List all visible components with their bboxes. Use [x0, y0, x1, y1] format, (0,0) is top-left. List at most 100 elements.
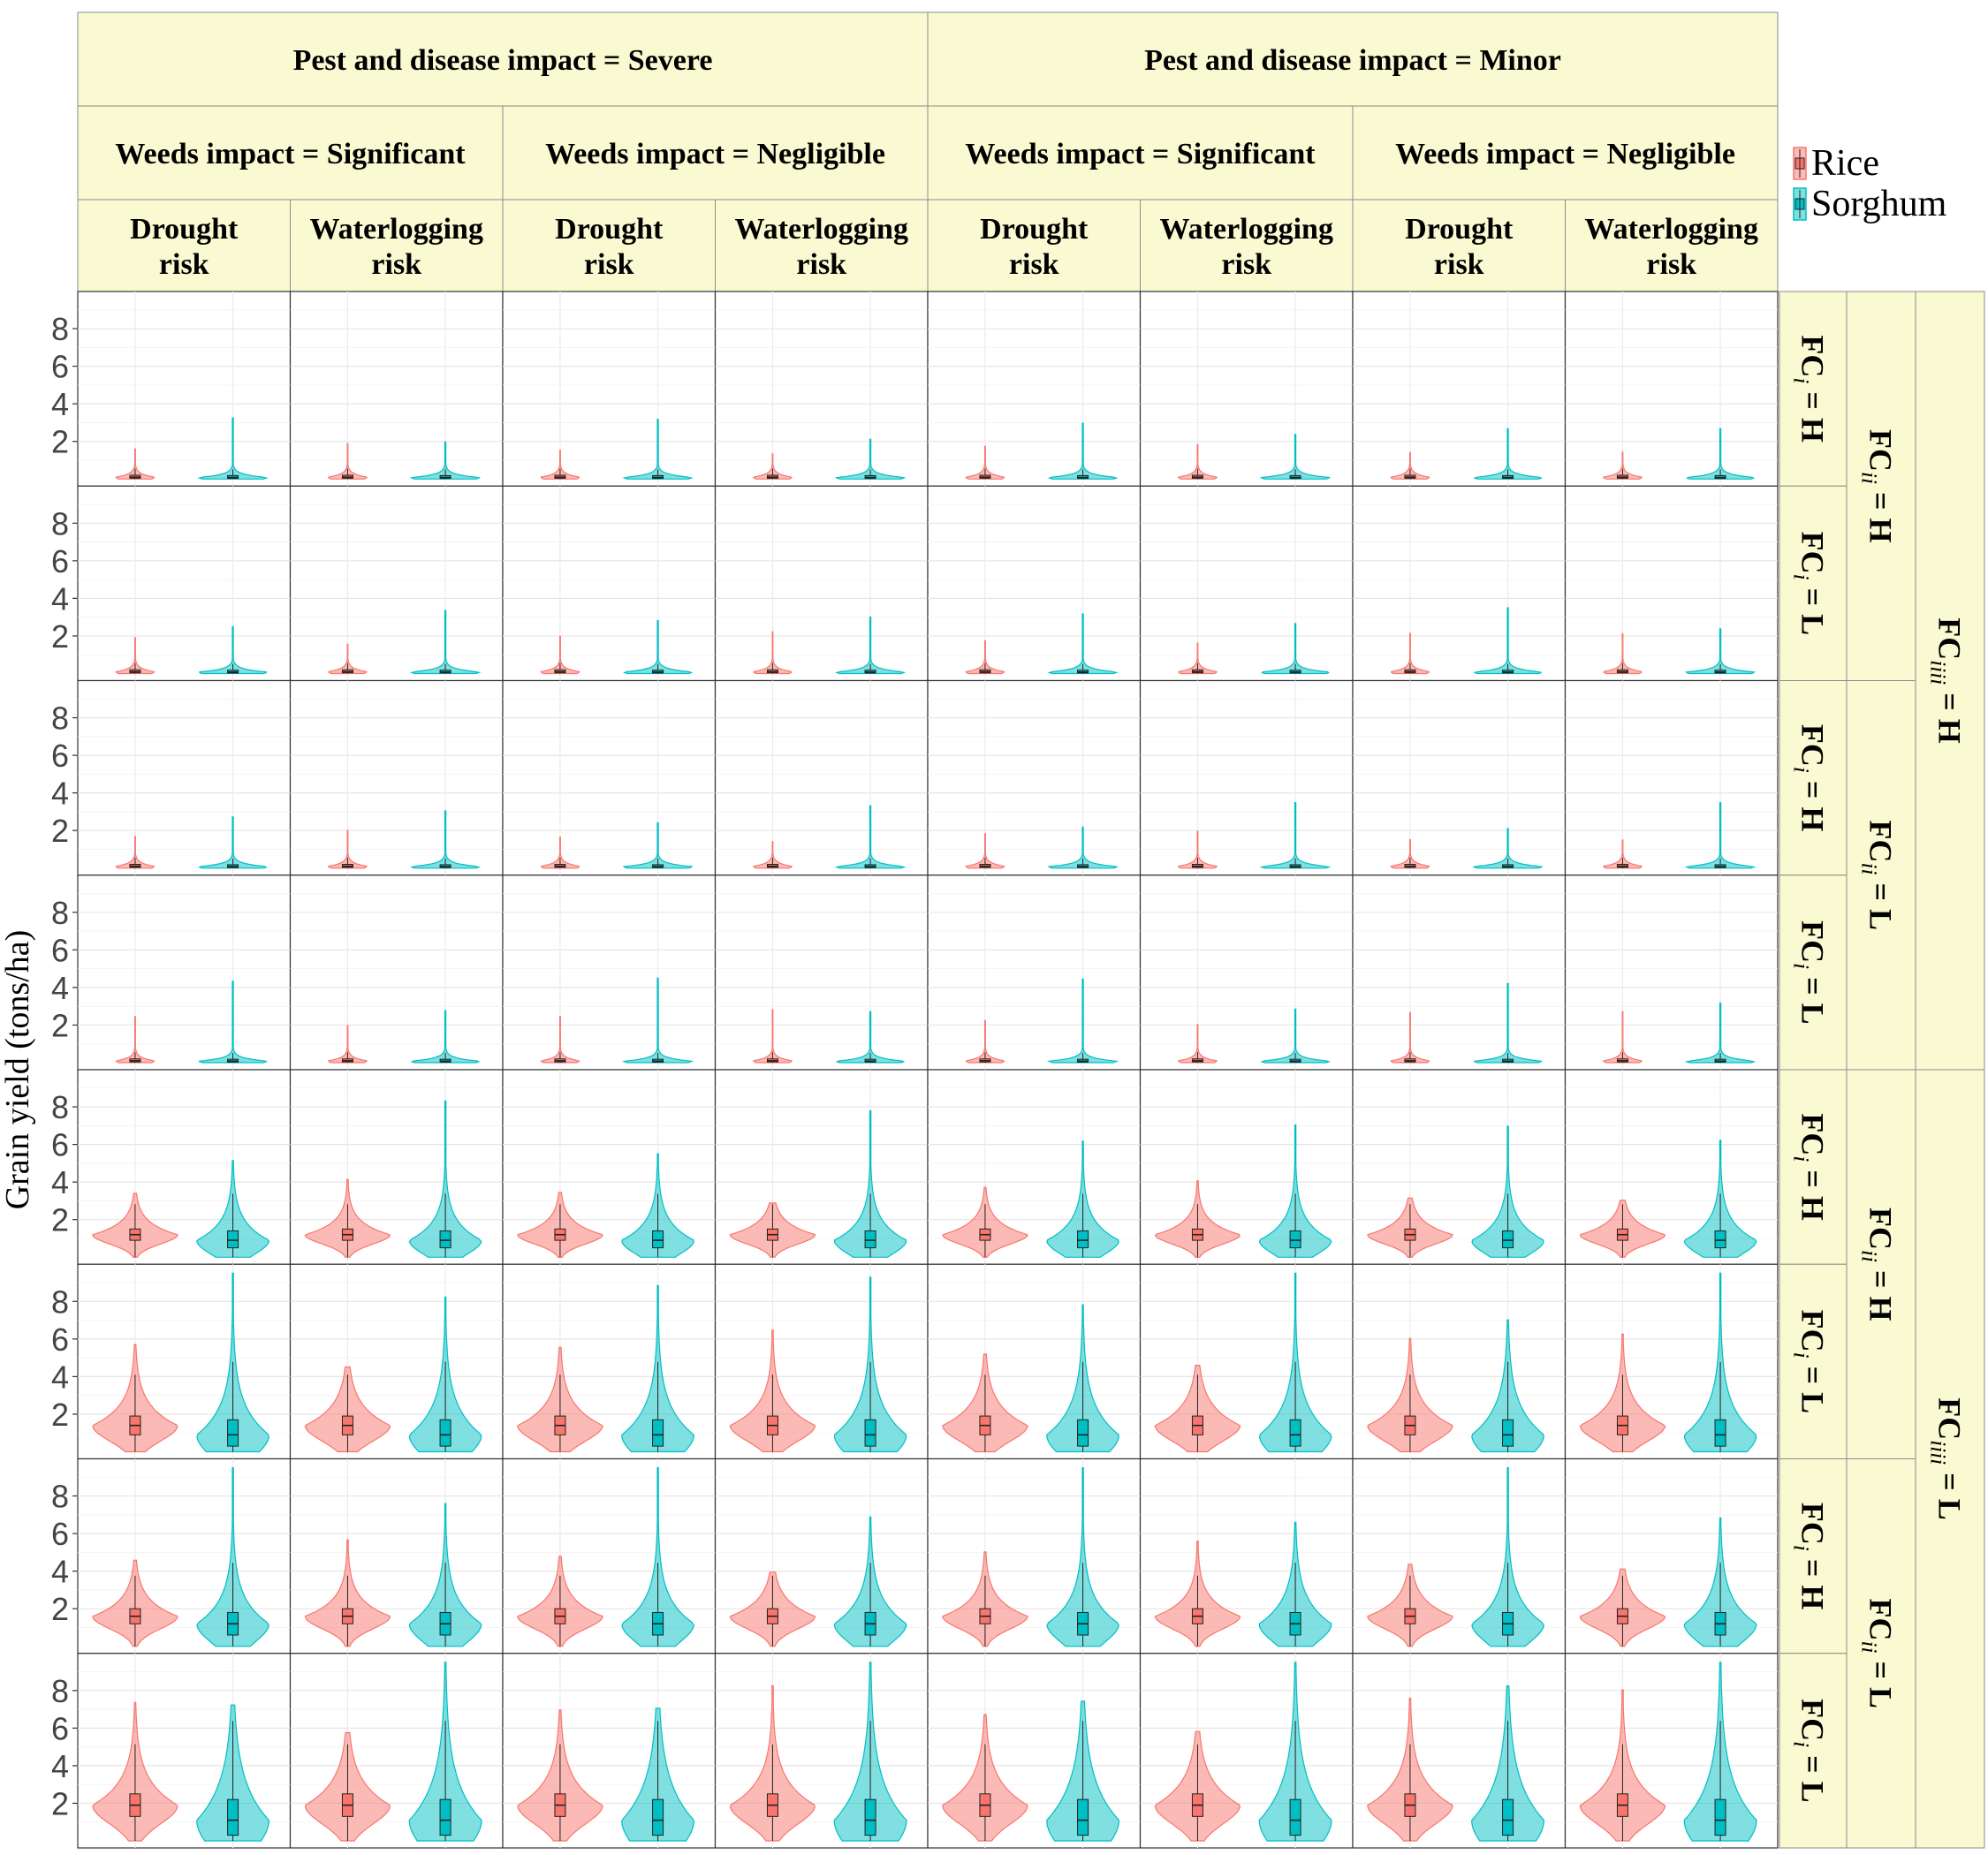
strip-risk-label: Waterlogging risk — [1585, 213, 1758, 281]
panel — [927, 291, 1142, 487]
panel — [289, 1653, 504, 1849]
panel — [77, 1653, 292, 1849]
strip-fcii-label: FCii = L — [1856, 1598, 1898, 1708]
y-tick-label: 4 — [51, 1359, 69, 1395]
strip-fci-label: FCi = L — [1788, 1310, 1830, 1414]
strip-fcii-bg — [1846, 680, 1916, 1071]
panel-bg — [927, 291, 1142, 487]
sorghum-violin — [199, 625, 268, 675]
strip-weeds-label: Weeds impact = Negligible — [1395, 138, 1735, 170]
y-tick-label: 6 — [51, 738, 69, 774]
panel — [289, 1069, 504, 1265]
rice-violin — [1602, 1011, 1643, 1064]
panel — [1139, 1653, 1354, 1849]
rice-violin — [1178, 642, 1218, 675]
legend-label-sorghum: Sorghum — [1811, 184, 1947, 224]
sorghum-boxplot-box — [1077, 1419, 1089, 1447]
y-tick-label: 4 — [51, 1748, 69, 1784]
panel — [289, 1263, 504, 1460]
strip-risk-label: Drought risk — [130, 213, 239, 281]
panel-bg — [1564, 679, 1779, 876]
panel — [289, 485, 504, 682]
panel — [1139, 1458, 1354, 1654]
panel — [1352, 485, 1567, 682]
strip-risk-label: Waterlogging risk — [735, 213, 908, 281]
panel — [1352, 1069, 1567, 1265]
strip-risk-label: Waterlogging risk — [310, 213, 483, 281]
rice-violin — [1177, 443, 1218, 480]
column-strips: Pest and disease impact = Severe Pest and… — [77, 11, 1779, 292]
sorghum-violin — [1046, 1467, 1119, 1647]
sorghum-violin — [1472, 828, 1544, 869]
sorghum-boxplot-box — [1502, 1798, 1514, 1836]
y-tick-label: 4 — [51, 970, 69, 1006]
panel-bg — [1139, 874, 1354, 1071]
rice-violin — [752, 841, 793, 869]
panel — [927, 1263, 1142, 1460]
sorghum-violin — [1684, 802, 1757, 869]
panel — [77, 485, 292, 682]
panel — [502, 1069, 717, 1265]
sorghum-boxplot-box — [1289, 1230, 1301, 1249]
sorghum-violin — [1474, 607, 1542, 675]
panel — [289, 291, 504, 487]
panel — [502, 1653, 717, 1849]
panel — [714, 874, 929, 1071]
sorghum-violin — [833, 1109, 907, 1258]
strip-risk-label: Drought risk — [980, 213, 1089, 281]
rice-violin — [1390, 1011, 1430, 1064]
strip-fci-bg — [1779, 874, 1848, 1071]
y-tick-label: 4 — [51, 580, 69, 617]
strip-fci-bg — [1779, 1458, 1848, 1654]
sorghum-violin — [1471, 1467, 1544, 1647]
y-tick-label: 2 — [51, 424, 69, 460]
y-tick-label: 2 — [51, 1007, 69, 1043]
y-tick-label: 6 — [51, 349, 69, 385]
rice-violin — [1602, 451, 1643, 480]
strip-weeds-label: Weeds impact = Significant — [115, 138, 466, 170]
y-tick-label: 8 — [51, 700, 69, 737]
strip-fcii-bg — [1846, 1458, 1916, 1849]
sorghum-violin — [834, 438, 907, 480]
y-tick-label: 6 — [51, 1321, 69, 1358]
panel — [1564, 1653, 1779, 1849]
panel-bg — [1564, 485, 1779, 682]
strip-fci-label: FCi = H — [1788, 1503, 1830, 1610]
rice-violin — [1390, 451, 1430, 480]
sorghum-boxplot-box — [227, 1419, 239, 1447]
sorghum-violin — [196, 1467, 269, 1647]
strip-risk-label: Drought risk — [555, 213, 664, 281]
sorghum-violin — [621, 977, 694, 1064]
sorghum-boxplot-box — [439, 1798, 451, 1836]
strip-fci-bg — [1779, 291, 1848, 487]
strip-fcii-label: FCii = L — [1856, 820, 1898, 930]
panel-bg — [1139, 485, 1354, 682]
panel-bg — [1139, 291, 1354, 487]
panel — [77, 1069, 292, 1265]
strip-weeds-label: Weeds impact = Significant — [965, 138, 1316, 170]
sorghum-violin — [408, 1100, 482, 1258]
rice-violin — [327, 1025, 368, 1064]
y-tick-label: 4 — [51, 776, 69, 812]
strip-weeds-label: Weeds impact = Negligible — [545, 138, 885, 170]
sorghum-violin — [622, 822, 694, 869]
y-tick-label: 4 — [51, 1164, 69, 1200]
strip-pest-bg — [77, 11, 929, 107]
sorghum-violin — [623, 620, 694, 675]
rice-violin — [752, 1009, 793, 1064]
panel — [1352, 874, 1567, 1071]
y-tick-label: 6 — [51, 932, 69, 968]
panel-bg — [1564, 291, 1779, 487]
strip-weeds-bg — [927, 105, 1354, 201]
panel — [1564, 1458, 1779, 1654]
sorghum-violin — [197, 417, 269, 480]
rice-violin — [540, 1016, 580, 1064]
panel — [1564, 1069, 1779, 1265]
sorghum-violin — [1685, 628, 1756, 675]
strip-fci-label: FCi = L — [1788, 920, 1830, 1025]
rice-violin — [965, 445, 1005, 480]
strip-risk-bg — [927, 199, 1141, 292]
y-tick-label: 6 — [51, 1127, 69, 1163]
sorghum-violin — [1471, 1125, 1544, 1258]
